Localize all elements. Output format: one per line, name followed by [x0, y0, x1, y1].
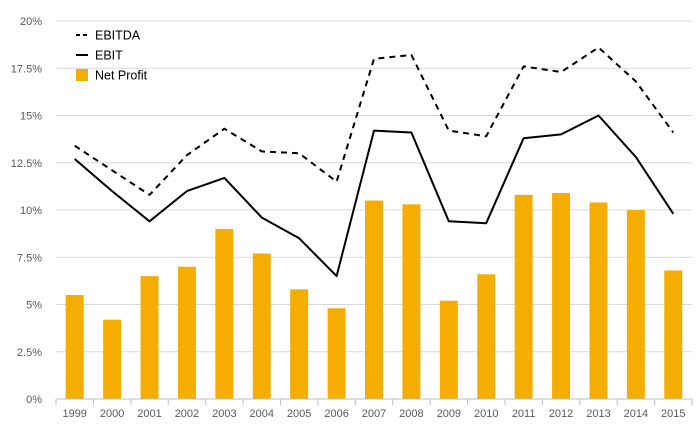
- bar-net-profit: [477, 274, 496, 399]
- x-tick-label: 1999: [62, 408, 86, 420]
- bar-net-profit: [177, 266, 196, 399]
- y-tick-label: 12.5%: [11, 158, 42, 170]
- bar-net-profit: [290, 289, 309, 399]
- y-tick-label: 10%: [20, 205, 42, 217]
- x-tick-label: 2005: [287, 408, 311, 420]
- bar-net-profit: [252, 253, 271, 399]
- x-axis: 1999 2000 2001 2002 2003 2004 2005 2006 2007 2008…: [55, 398, 693, 420]
- y-tick-label: 7.5%: [17, 252, 42, 264]
- line-ebit: [74, 114, 675, 278]
- bar-net-profit: [327, 308, 346, 399]
- bar-net-profit: [365, 200, 383, 399]
- net-profit-bars: [65, 192, 683, 399]
- x-tick-label: 2010: [474, 408, 498, 420]
- legend-label: Net Profit: [95, 69, 148, 83]
- y-tick-label: 2.5%: [17, 347, 42, 359]
- y-tick-label: 15%: [20, 111, 42, 123]
- legend-label: EBIT: [95, 49, 123, 63]
- bar-net-profit: [626, 210, 645, 399]
- x-tick-label: 2004: [250, 408, 274, 420]
- legend: EBITDA EBIT Net Profit: [76, 29, 148, 83]
- bar-net-profit: [140, 276, 159, 399]
- y-axis: 0% 2.5% 5% 7.5% 10% 12.5% 15% 17.5% 20%: [11, 16, 42, 406]
- bar-net-profit: [103, 319, 122, 399]
- bar-net-profit: [514, 194, 533, 399]
- x-tick-label: 2011: [512, 408, 536, 420]
- line-series: [74, 46, 675, 278]
- bar-net-profit: [215, 228, 234, 399]
- x-tick-label: 2015: [661, 408, 685, 420]
- y-tick-label: 17.5%: [11, 63, 42, 75]
- x-tick-label: 2000: [100, 408, 124, 420]
- x-tick-label: 2012: [549, 408, 573, 420]
- bar-net-profit: [65, 295, 84, 399]
- x-tick-label: 2002: [175, 408, 199, 420]
- x-tick-label: 2013: [586, 408, 610, 420]
- x-tick-label: 2007: [362, 408, 386, 420]
- bar-net-profit: [402, 204, 421, 399]
- x-tick-label: 2003: [212, 408, 236, 420]
- bar-net-profit: [664, 270, 683, 399]
- bar-net-profit: [439, 300, 458, 399]
- legend-swatch-net-profit: [76, 69, 88, 81]
- x-tick-label: 2014: [624, 408, 648, 420]
- y-tick-label: 5%: [26, 300, 42, 312]
- legend-label: EBITDA: [95, 29, 141, 43]
- bar-net-profit: [552, 192, 571, 399]
- line-ebitda: [74, 46, 675, 196]
- x-tick-label: 2009: [437, 408, 461, 420]
- y-tick-label: 0%: [26, 394, 42, 406]
- x-tick-label: 2006: [324, 408, 348, 420]
- x-tick-label: 2001: [137, 408, 161, 420]
- y-tick-label: 20%: [20, 16, 42, 28]
- bar-net-profit: [589, 202, 608, 399]
- x-tick-label: 2008: [399, 408, 423, 420]
